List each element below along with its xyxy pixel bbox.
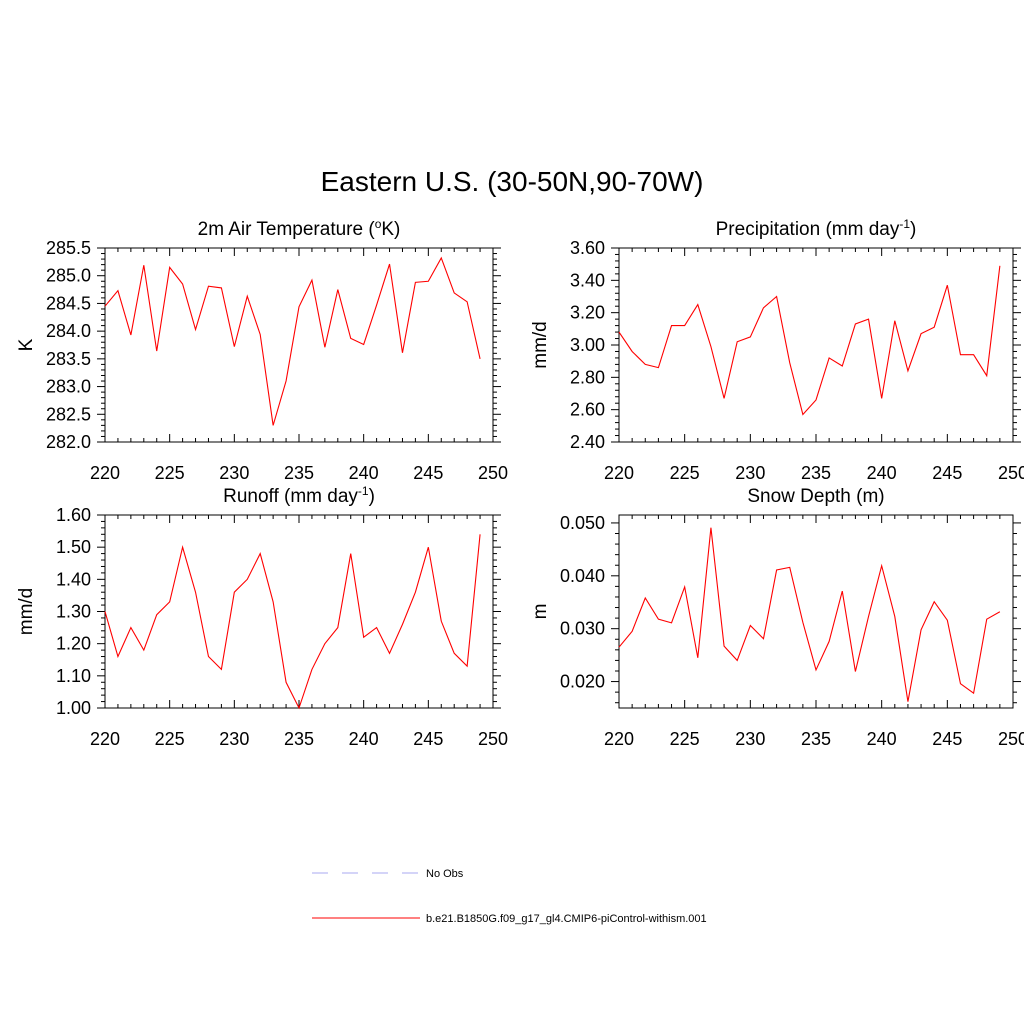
x-tick-label: 240: [349, 463, 379, 483]
panel-3: Runoff (mm day-1) mm/d 220 225 230 235 240 245 2…: [16, 484, 508, 749]
series-line: [104, 256, 481, 426]
x-tick-label: 230: [219, 463, 249, 483]
y-axis-label: mm/d: [530, 321, 551, 369]
x-tick-label: 225: [670, 729, 700, 749]
legend: No Obs b.e21.B1850G.f09_g17_gl4.CMIP6-piC…: [312, 868, 707, 925]
x-tick-label: 250: [478, 729, 508, 749]
y-tick-label: 285.5: [46, 238, 91, 258]
y-tick-label: 1.20: [56, 634, 91, 654]
x-tick-label: 235: [801, 729, 831, 749]
y-tick-label: 2.60: [570, 400, 605, 420]
x-tick-label: 220: [604, 729, 634, 749]
x-tick-label: 220: [604, 463, 634, 483]
y-tick-label: 1.50: [56, 537, 91, 557]
y-tick-label: 283.0: [46, 377, 91, 397]
legend-label: b.e21.B1850G.f09_g17_gl4.CMIP6-piControl…: [426, 913, 707, 925]
x-tick-label: 245: [932, 729, 962, 749]
y-tick-label: 284.5: [46, 293, 91, 313]
y-tick-label: 3.20: [570, 303, 605, 323]
panel-title: Snow Depth (m): [747, 486, 884, 507]
panel-2: Precipitation (mm day-1) mm/d 220 225 230 235…: [530, 217, 1024, 483]
panel-title: 2m Air Temperature (oK): [198, 217, 401, 240]
y-tick-label: 3.60: [570, 238, 605, 258]
series-line: [618, 527, 1001, 702]
y-tick-label: 1.40: [56, 569, 91, 589]
x-tick-label: 235: [801, 463, 831, 483]
series-line: [104, 534, 481, 710]
x-tick-label: 230: [735, 729, 765, 749]
x-tick-label: 220: [90, 729, 120, 749]
y-tick-label: 283.5: [46, 349, 91, 369]
x-tick-label: 220: [90, 463, 120, 483]
y-tick-label: 0.050: [560, 513, 605, 533]
x-tick-label: 240: [349, 729, 379, 749]
x-tick-label: 250: [478, 463, 508, 483]
x-tick-label: 240: [867, 463, 897, 483]
y-tick-label: 285.0: [46, 266, 91, 286]
y-tick-label: 0.030: [560, 619, 605, 639]
y-tick-label: 2.40: [570, 432, 605, 452]
x-tick-label: 250: [998, 463, 1024, 483]
plot-frame: [104, 247, 494, 443]
y-tick-label: 284.0: [46, 321, 91, 341]
x-tick-label: 245: [413, 729, 443, 749]
x-tick-label: 235: [284, 729, 314, 749]
plot-frame: [618, 247, 1014, 443]
figure-title: Eastern U.S. (30-50N,90-70W): [320, 166, 704, 197]
y-tick-label: 282.5: [46, 404, 91, 424]
y-axis-label: mm/d: [16, 588, 37, 636]
y-tick-label: 1.30: [56, 602, 91, 622]
y-tick-label: 3.40: [570, 270, 605, 290]
y-tick-label: 1.60: [56, 505, 91, 525]
y-axis-label: K: [16, 338, 37, 351]
x-tick-label: 235: [284, 463, 314, 483]
y-tick-label: 3.00: [570, 335, 605, 355]
x-tick-label: 230: [219, 729, 249, 749]
x-tick-label: 245: [413, 463, 443, 483]
y-tick-label: 2.80: [570, 367, 605, 387]
panel-4: Snow Depth (m) m 220 225 230 235 240 245 250 0.02…: [530, 486, 1024, 749]
plot-frame: [104, 514, 494, 709]
y-axis-label: m: [530, 604, 551, 620]
panel-1: 2m Air Temperature (oK) K 220 225 230 235 240 2…: [16, 217, 508, 483]
x-tick-label: 240: [867, 729, 897, 749]
y-tick-label: 0.040: [560, 566, 605, 586]
x-tick-label: 230: [735, 463, 765, 483]
y-tick-label: 1.10: [56, 666, 91, 686]
panel-title: Runoff (mm day-1): [223, 484, 375, 507]
x-tick-label: 225: [155, 463, 185, 483]
x-tick-label: 225: [670, 463, 700, 483]
series-line: [618, 265, 1001, 416]
panel-title: Precipitation (mm day-1): [716, 217, 917, 240]
y-tick-label: 282.0: [46, 432, 91, 452]
y-tick-label: 0.020: [560, 672, 605, 692]
plot-frame: [618, 514, 1014, 709]
legend-label: No Obs: [426, 868, 464, 880]
y-tick-label: 1.00: [56, 698, 91, 718]
x-tick-label: 250: [998, 729, 1024, 749]
x-tick-label: 225: [155, 729, 185, 749]
x-tick-label: 245: [932, 463, 962, 483]
